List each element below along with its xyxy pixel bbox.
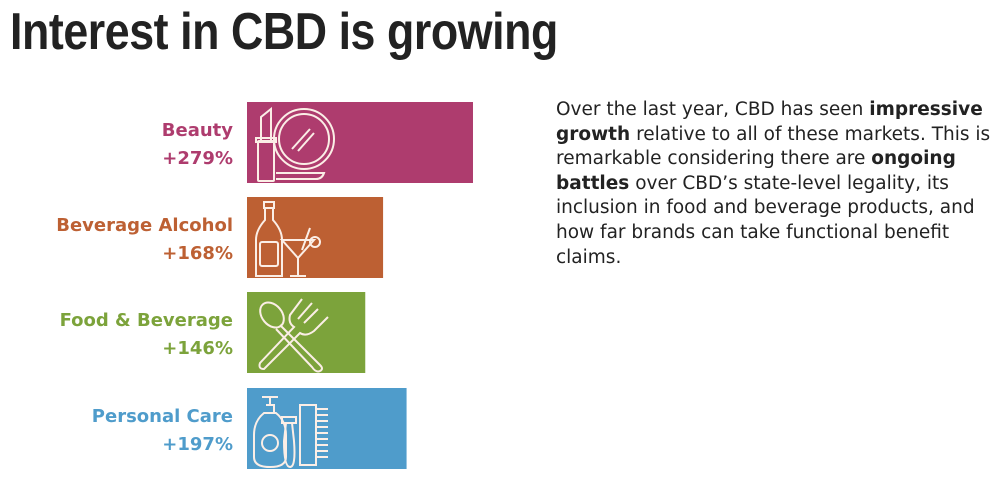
lipstick-mirror-icon <box>255 106 335 182</box>
text-part: Over the last year, CBD has seen <box>556 99 870 120</box>
spoon-fork-icon <box>258 298 329 373</box>
bottle-cocktail-icon <box>255 201 321 277</box>
value-label: +168% <box>162 243 233 264</box>
page-title: Interest in CBD is growing <box>10 3 558 61</box>
category-label: Beauty <box>162 120 233 141</box>
value-label: +146% <box>162 338 233 359</box>
category-label: Beverage Alcohol <box>56 215 233 236</box>
emphasis-text: ongoing battles <box>556 148 956 194</box>
bar-beauty <box>247 102 473 183</box>
description-text: Over the last year, CBD has seen impress… <box>556 98 996 270</box>
emphasis-text: impressive growth <box>556 99 983 145</box>
value-label: +197% <box>162 434 233 455</box>
soap-razor-comb-icon <box>253 396 328 469</box>
bar-personal-care <box>247 388 407 469</box>
text-part: relative to all of these markets. This i… <box>556 123 991 170</box>
category-label: Food & Beverage <box>60 310 233 331</box>
value-label: +279% <box>162 148 233 169</box>
text-part: over CBD’s state-level legality, its inc… <box>556 172 975 268</box>
bar-chart: Beauty +279% Beverage Alcohol +168% Food & B… <box>56 102 473 469</box>
category-label: Personal Care <box>92 406 233 427</box>
